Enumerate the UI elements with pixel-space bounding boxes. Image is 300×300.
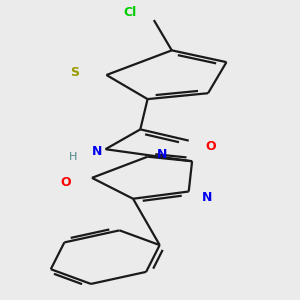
Text: O: O <box>60 176 70 189</box>
Text: N: N <box>157 148 167 161</box>
Text: N: N <box>202 191 212 204</box>
Text: S: S <box>70 66 80 80</box>
Text: N: N <box>92 145 102 158</box>
Text: Cl: Cl <box>123 6 136 20</box>
Text: H: H <box>68 152 77 163</box>
Text: O: O <box>205 140 216 153</box>
